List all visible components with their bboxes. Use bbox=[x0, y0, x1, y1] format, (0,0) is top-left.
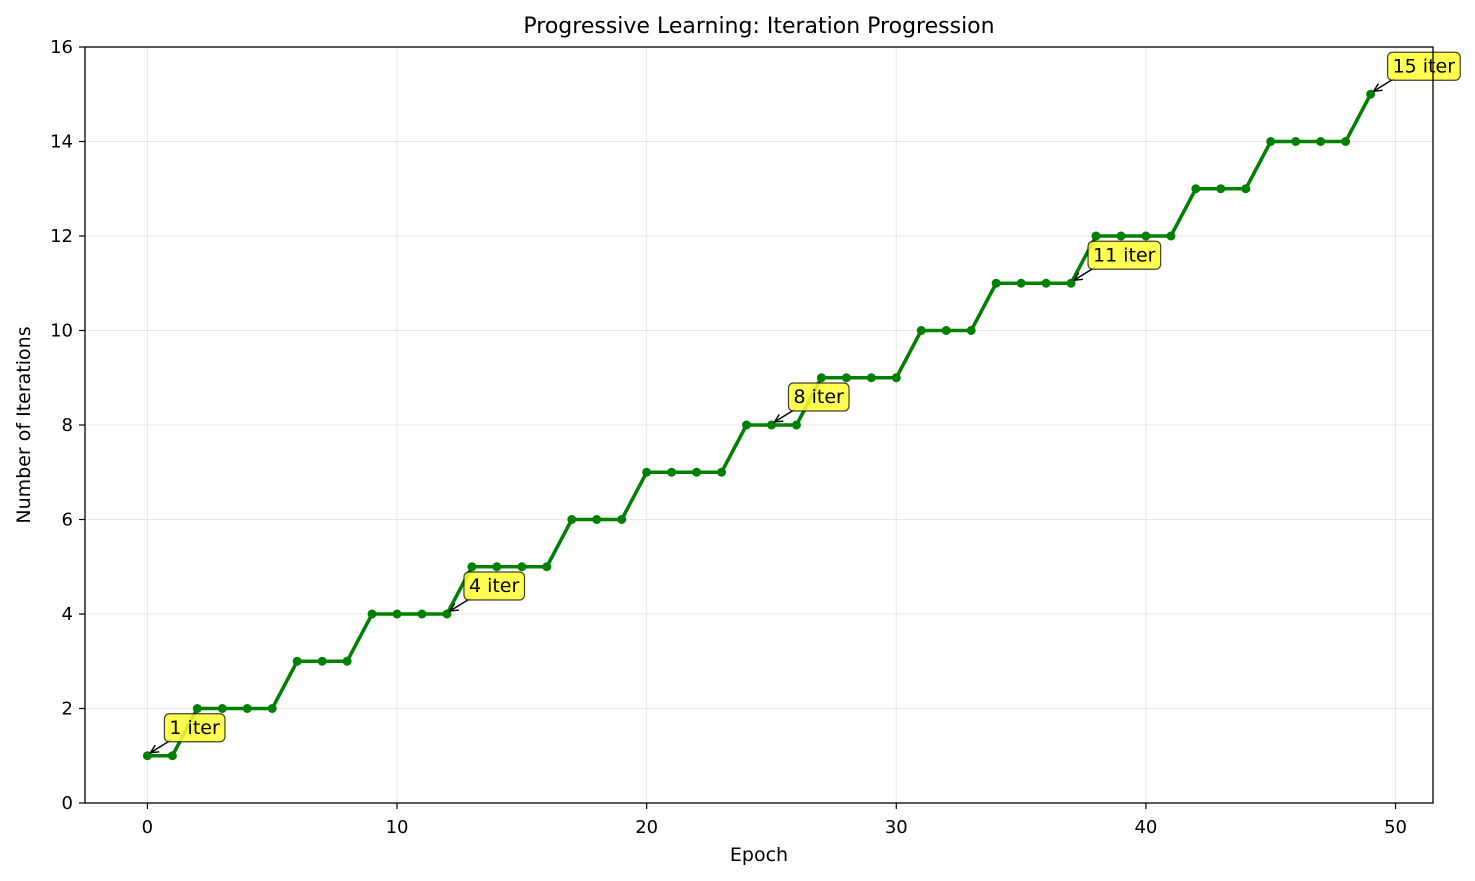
data-point bbox=[1191, 184, 1201, 194]
y-tick-label: 10 bbox=[50, 321, 73, 342]
y-tick-label: 6 bbox=[62, 510, 73, 531]
annotation-box bbox=[463, 571, 526, 601]
x-axis-label: Epoch bbox=[730, 844, 788, 866]
data-point bbox=[1116, 231, 1126, 241]
y-tick-label: 0 bbox=[62, 793, 73, 814]
annotation: 1 iter bbox=[149, 713, 226, 754]
annotation-arrowhead bbox=[448, 603, 459, 612]
data-point bbox=[866, 373, 876, 383]
data-point bbox=[1091, 231, 1101, 241]
annotation-arrowhead bbox=[149, 744, 160, 754]
annotation: 11 iter bbox=[1072, 240, 1162, 282]
series bbox=[142, 89, 1376, 761]
data-point bbox=[467, 562, 477, 572]
data-point bbox=[167, 751, 177, 761]
annotations: 1 iter 4 iter 8 iter 11 iter 15 iter bbox=[149, 51, 1461, 754]
data-point bbox=[667, 467, 677, 477]
data-point bbox=[542, 562, 552, 572]
y-tick-label: 4 bbox=[62, 604, 73, 625]
data-point bbox=[642, 467, 652, 477]
annotation: 4 iter bbox=[448, 571, 526, 612]
annotation-label: 15 iter bbox=[1393, 55, 1456, 77]
annotation-box bbox=[1087, 240, 1162, 270]
annotation-arrowhead bbox=[1072, 272, 1084, 282]
data-point bbox=[1241, 184, 1251, 194]
data-point bbox=[916, 326, 926, 335]
data-point bbox=[342, 656, 352, 666]
data-point bbox=[267, 704, 277, 713]
x-tick-label: 30 bbox=[885, 817, 908, 838]
data-point bbox=[1016, 278, 1026, 288]
data-point bbox=[317, 656, 327, 666]
data-point bbox=[1216, 184, 1226, 194]
data-point bbox=[492, 562, 502, 572]
x-tick-label: 20 bbox=[635, 817, 658, 838]
y-tick-label: 2 bbox=[62, 699, 73, 720]
data-point bbox=[417, 609, 427, 619]
y-axis-label: Number of Iterations bbox=[13, 326, 35, 523]
annotation-box bbox=[787, 382, 850, 412]
annotation-arrowhead bbox=[773, 414, 784, 423]
data-point bbox=[941, 326, 951, 335]
annotation-box bbox=[1386, 51, 1461, 81]
data-point bbox=[517, 562, 527, 572]
data-point bbox=[617, 515, 627, 524]
data-point bbox=[717, 467, 727, 477]
data-point bbox=[742, 420, 752, 430]
annotation: 8 iter bbox=[773, 382, 850, 423]
annotation-box bbox=[163, 713, 226, 743]
x-tick-label: 10 bbox=[386, 817, 409, 838]
annotation-label: 11 iter bbox=[1093, 244, 1156, 266]
y-tick-label: 8 bbox=[62, 415, 73, 436]
data-point bbox=[242, 704, 252, 713]
axes: 0 10 20 30 40 50 0 2 4 6 8 10 12 14 16 bbox=[50, 37, 1407, 838]
data-point bbox=[367, 609, 377, 619]
y-tick-label: 14 bbox=[50, 132, 73, 153]
data-point bbox=[1041, 278, 1051, 288]
data-point bbox=[692, 467, 702, 477]
data-point bbox=[891, 373, 901, 383]
data-point bbox=[791, 420, 801, 430]
chart-title: Progressive Learning: Iteration Progress… bbox=[523, 14, 994, 39]
data-point bbox=[1291, 137, 1301, 146]
data-point bbox=[1266, 137, 1276, 146]
data-point bbox=[841, 373, 851, 383]
x-tick-label: 0 bbox=[142, 817, 153, 838]
data-point bbox=[966, 326, 976, 335]
annotation-arrowhead bbox=[1372, 83, 1383, 93]
y-tick-label: 12 bbox=[50, 226, 73, 247]
data-point bbox=[1166, 231, 1176, 241]
data-point bbox=[292, 656, 302, 666]
data-point bbox=[392, 609, 402, 619]
data-point bbox=[991, 278, 1001, 288]
data-point bbox=[217, 704, 227, 713]
y-tick-label: 16 bbox=[50, 37, 73, 58]
data-point bbox=[1316, 137, 1326, 146]
x-tick-label: 50 bbox=[1384, 817, 1407, 838]
data-point bbox=[567, 515, 577, 524]
annotation-label: 1 iter bbox=[169, 717, 220, 739]
x-tick-label: 40 bbox=[1134, 817, 1157, 838]
annotation: 15 iter bbox=[1372, 51, 1461, 93]
data-point bbox=[192, 704, 202, 713]
annotation-label: 8 iter bbox=[793, 386, 844, 408]
data-point bbox=[1341, 137, 1351, 146]
annotation-label: 4 iter bbox=[469, 575, 520, 597]
data-point bbox=[1141, 231, 1151, 241]
grid bbox=[85, 46, 1433, 804]
data-point bbox=[816, 373, 826, 383]
data-point bbox=[592, 515, 602, 524]
